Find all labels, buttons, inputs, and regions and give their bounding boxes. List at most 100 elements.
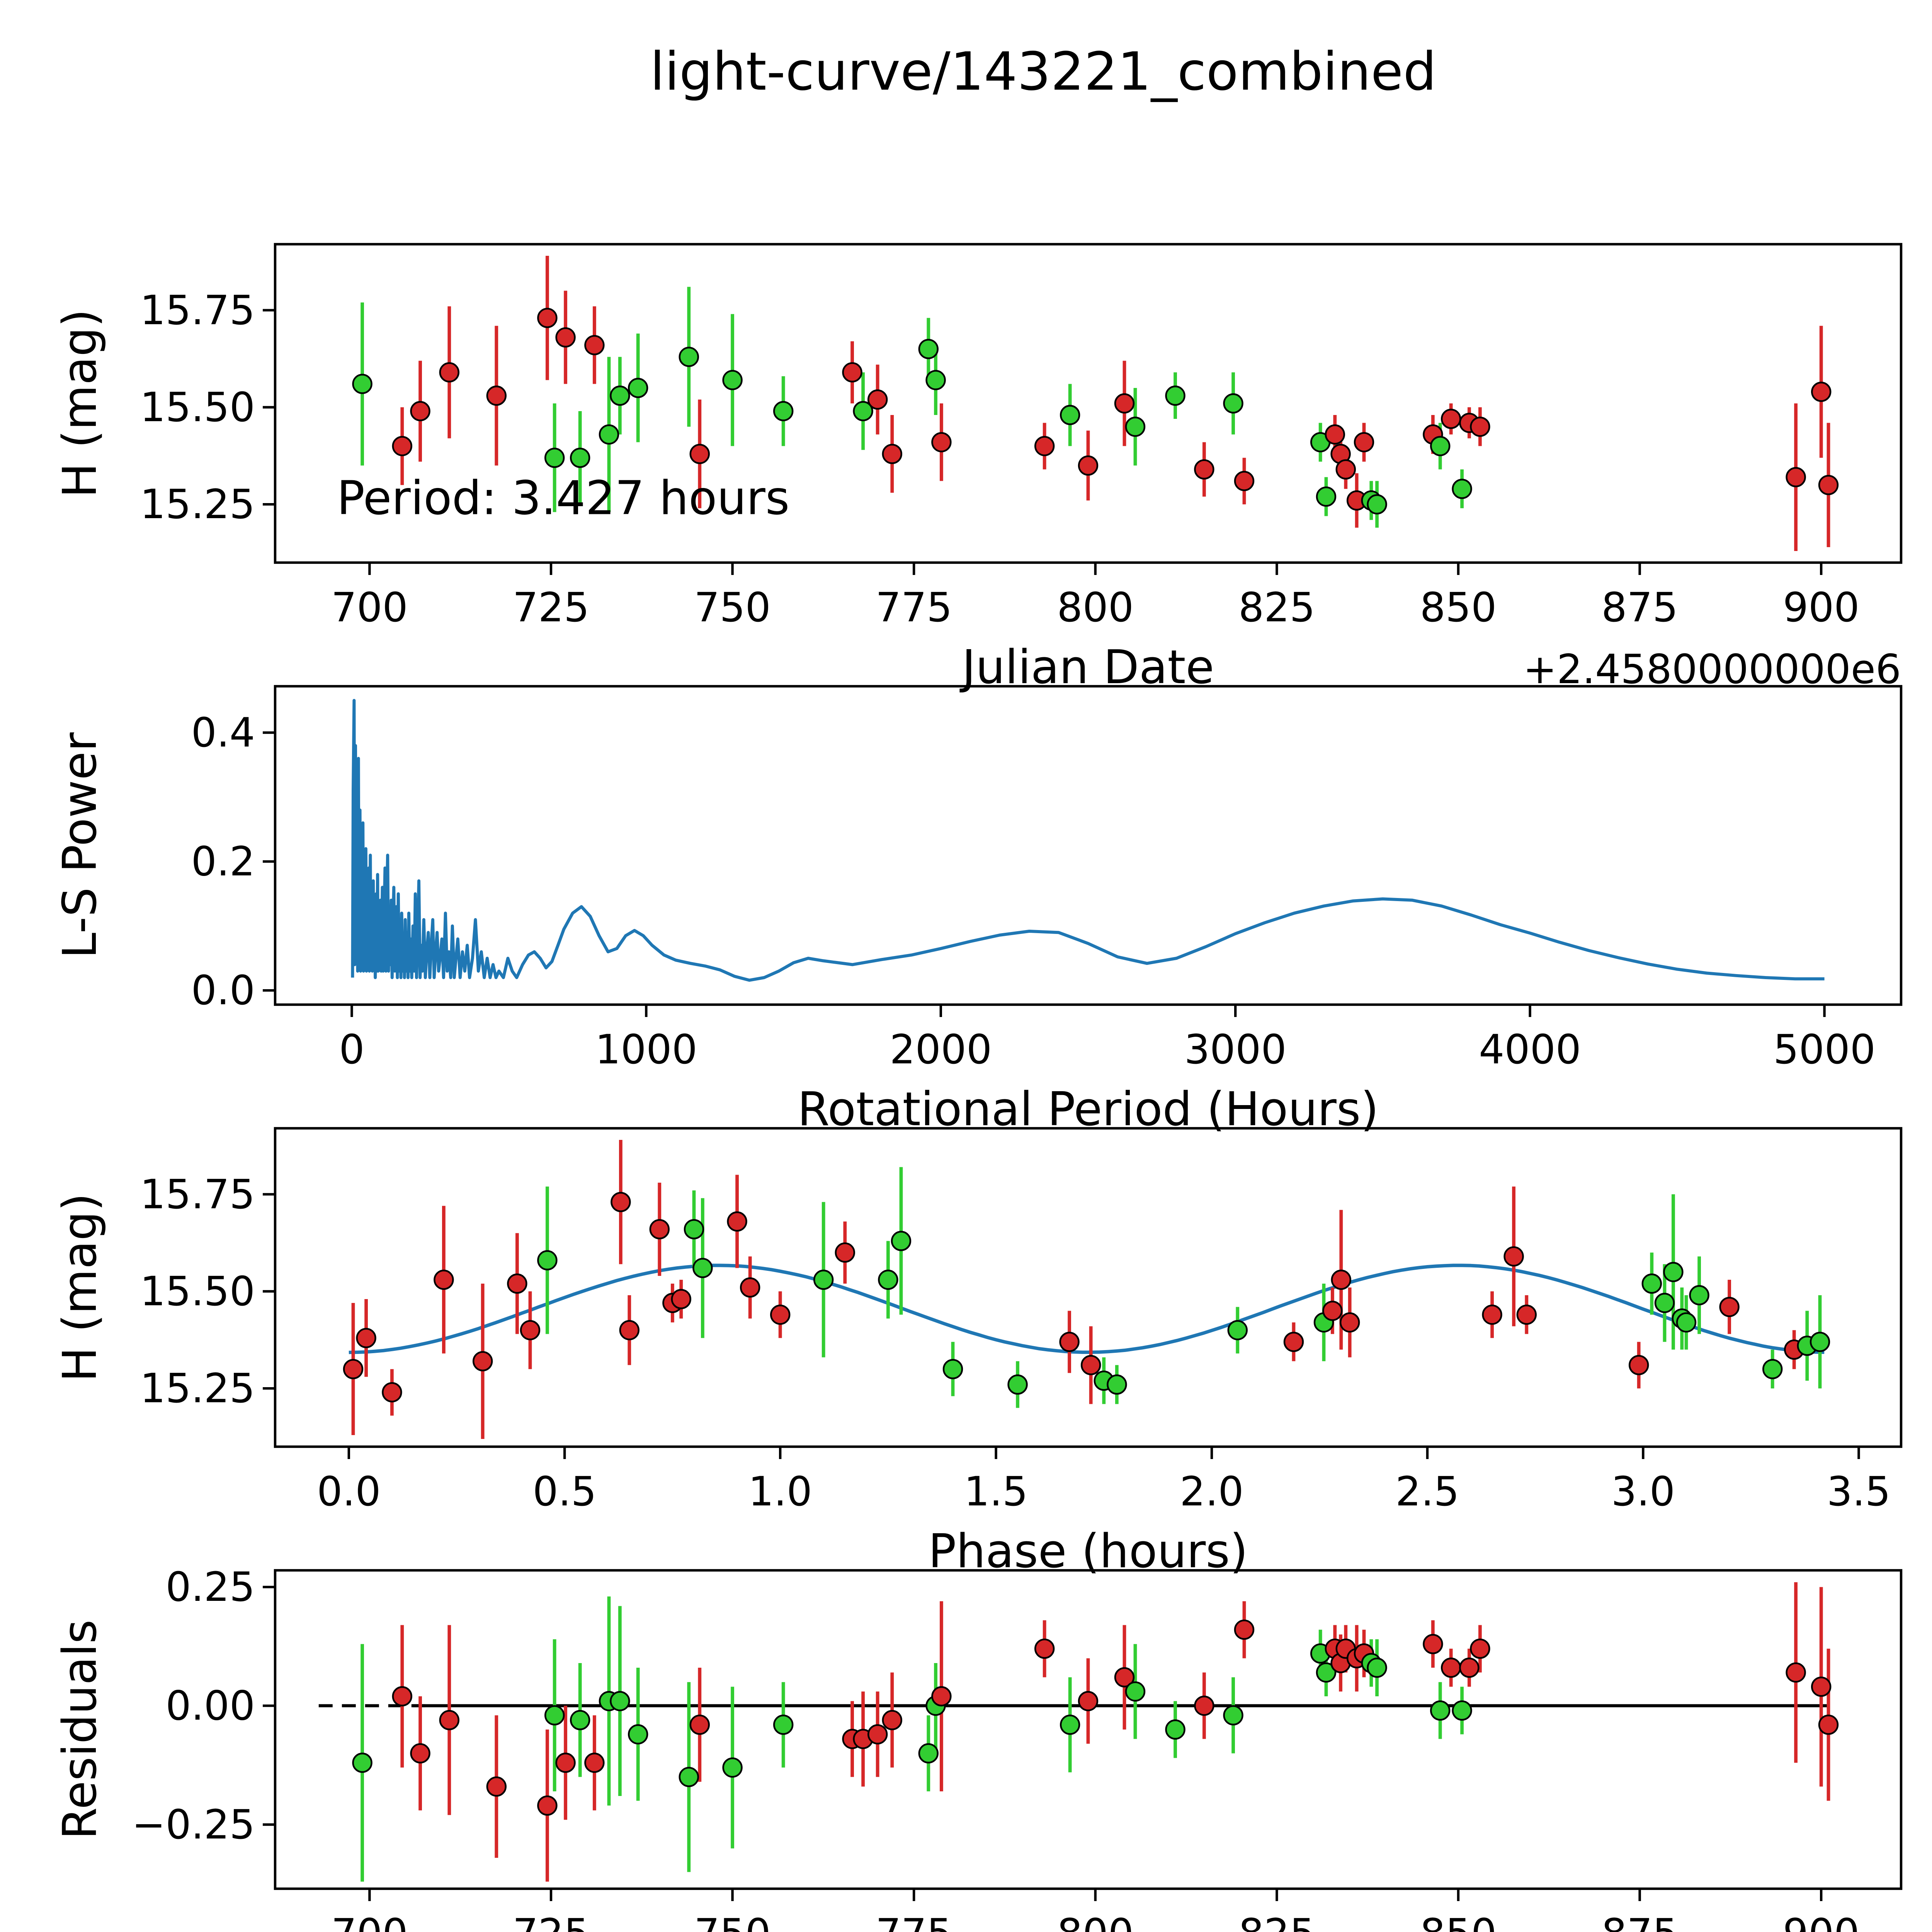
- x-tick-label: 700: [331, 584, 408, 631]
- data-point: [1762, 1359, 1783, 1379]
- data-point: [486, 1776, 507, 1797]
- data-point: [1459, 1657, 1480, 1678]
- data-point: [1810, 1332, 1830, 1352]
- y-tick-label: 0.0: [191, 967, 255, 1014]
- y-axis-label: H (mag): [53, 309, 107, 498]
- data-point: [918, 1743, 939, 1764]
- sine-fit-line: [349, 1264, 1825, 1354]
- data-point: [649, 1219, 670, 1240]
- data-point: [1034, 1638, 1055, 1659]
- data-point: [628, 1724, 648, 1745]
- data-point: [1470, 1638, 1490, 1659]
- data-point: [1719, 1297, 1740, 1317]
- x-tick-label: 900: [1783, 584, 1860, 631]
- y-tick-label: 0.4: [191, 709, 255, 756]
- plot-area-jd-mag: [352, 256, 1839, 551]
- data-point: [773, 1714, 794, 1735]
- data-point: [727, 1211, 747, 1232]
- data-point: [1322, 1301, 1343, 1321]
- data-point: [1114, 393, 1135, 414]
- data-point: [773, 401, 794, 422]
- data-point: [1007, 1374, 1028, 1395]
- data-point: [1223, 1705, 1243, 1726]
- x-tick-label: 875: [1601, 584, 1678, 631]
- data-point: [835, 1242, 855, 1263]
- data-point: [770, 1304, 791, 1325]
- data-point: [918, 339, 939, 359]
- y-tick-label: 15.25: [140, 1365, 255, 1412]
- data-point: [439, 1710, 460, 1730]
- data-point: [610, 1691, 630, 1711]
- data-point: [1430, 436, 1451, 456]
- data-point: [740, 1277, 760, 1298]
- data-point: [931, 432, 952, 452]
- data-point: [472, 1351, 493, 1372]
- data-point: [1194, 459, 1214, 480]
- data-point: [520, 1320, 541, 1340]
- data-point: [544, 1705, 565, 1726]
- data-point: [671, 1289, 692, 1310]
- data-point: [1354, 432, 1374, 452]
- data-point: [1339, 1312, 1360, 1333]
- x-tick-label: 1.0: [748, 1468, 812, 1515]
- data-point: [684, 1219, 704, 1240]
- data-point: [356, 1328, 376, 1349]
- data-point: [1234, 1619, 1255, 1640]
- data-point: [1367, 1657, 1387, 1678]
- data-point: [599, 424, 619, 445]
- data-point: [1663, 1262, 1684, 1282]
- data-point: [942, 1359, 963, 1379]
- x-tick-label: 2000: [889, 1026, 992, 1073]
- data-point: [1078, 1691, 1099, 1711]
- data-point: [813, 1269, 834, 1290]
- x-tick-label: 2.0: [1180, 1468, 1243, 1515]
- axes-box: [274, 1127, 1903, 1448]
- data-point: [1034, 436, 1055, 456]
- panel-phase: 0.0 0.5 1.0 1.5 2.0 2.5 3.0 3.515.2515.5015.75P…: [53, 1127, 1903, 1578]
- x-tick-label: 775: [876, 1910, 952, 1932]
- y-tick-label: 0.00: [165, 1682, 255, 1729]
- x-tick-label: 800: [1057, 1910, 1134, 1932]
- plot-area-phase: [343, 1140, 1830, 1439]
- y-axis-label: Residuals: [53, 1619, 107, 1839]
- data-point: [1440, 408, 1461, 429]
- y-tick-label: −0.25: [132, 1801, 255, 1848]
- data-point: [722, 1757, 743, 1778]
- data-point: [1107, 1374, 1127, 1395]
- data-point: [1060, 405, 1080, 425]
- data-point: [1114, 1667, 1135, 1687]
- data-point: [392, 436, 413, 456]
- data-point: [486, 385, 507, 406]
- x-tick-label: 2.5: [1395, 1468, 1459, 1515]
- data-point: [555, 327, 576, 348]
- data-point: [867, 389, 888, 410]
- x-tick-label: 800: [1057, 584, 1134, 631]
- data-point: [584, 1752, 605, 1773]
- data-point: [1786, 467, 1806, 488]
- plot-area-periodogram: [351, 699, 1825, 982]
- data-point: [610, 385, 630, 406]
- x-tick-label: 850: [1420, 584, 1497, 631]
- panel-residuals: 700 725 750 775 800 825 850 875 900 −0.25 0.00 0.25…: [53, 1563, 1903, 1932]
- data-point: [692, 1258, 713, 1278]
- data-point: [925, 370, 946, 390]
- x-tick-label: 850: [1420, 1910, 1497, 1932]
- y-tick-label: 15.50: [140, 1268, 255, 1315]
- data-point: [1503, 1246, 1524, 1267]
- data-point: [882, 444, 903, 464]
- data-point: [891, 1231, 912, 1251]
- data-point: [1227, 1320, 1248, 1340]
- data-point: [619, 1320, 640, 1340]
- y-axis-label: H (mag): [53, 1193, 107, 1382]
- period-annotation: Period: 3.427 hours: [337, 471, 790, 525]
- x-tick-label: 725: [513, 1910, 590, 1932]
- data-point: [1194, 1696, 1214, 1716]
- data-point: [1470, 417, 1490, 437]
- data-point: [1423, 1634, 1443, 1654]
- data-point: [1125, 417, 1146, 437]
- y-tick-label: 15.75: [140, 287, 255, 334]
- data-point: [1482, 1304, 1502, 1325]
- plot-area-residuals: [318, 1582, 1839, 1882]
